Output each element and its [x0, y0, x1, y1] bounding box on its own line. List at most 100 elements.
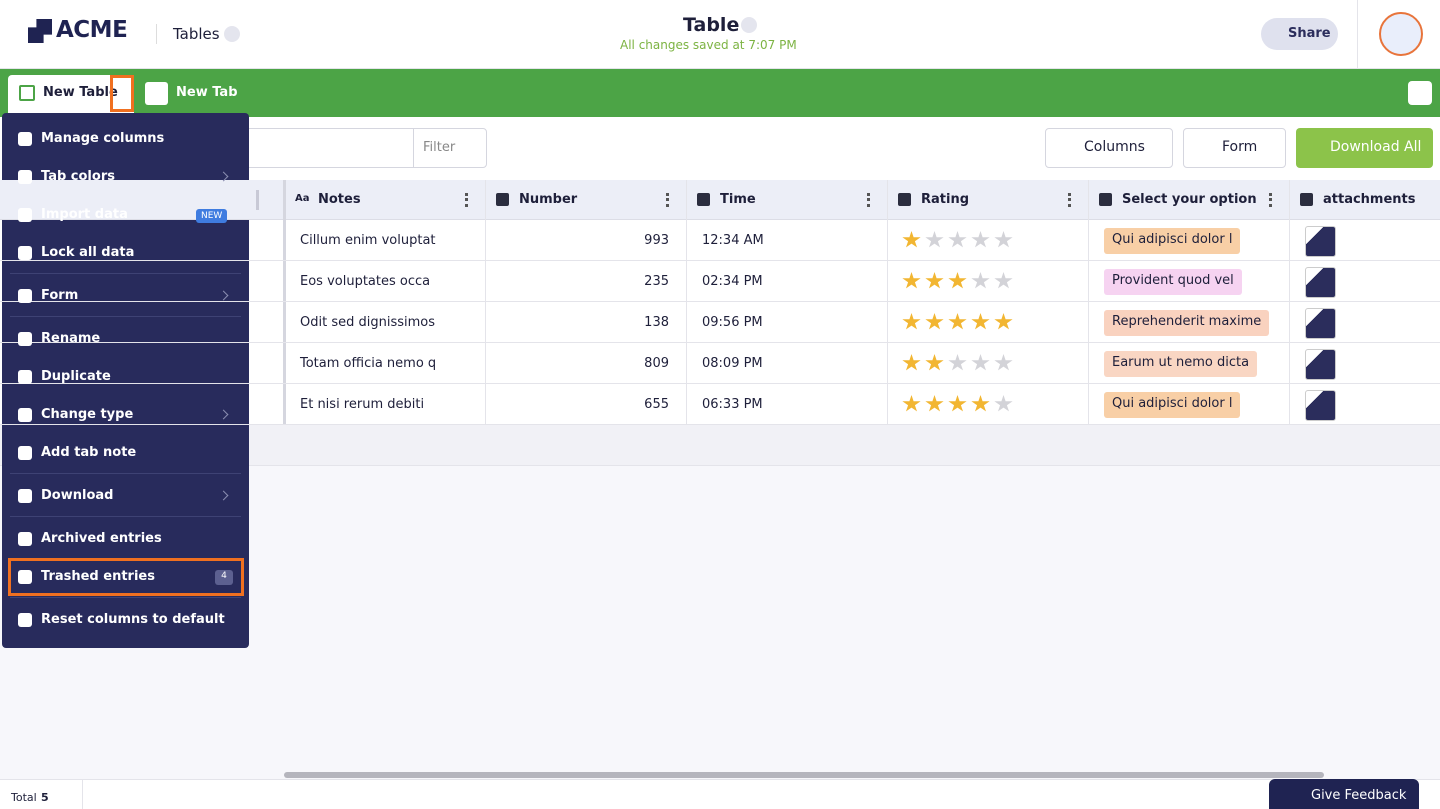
star[interactable] [902, 354, 921, 371]
column-menu[interactable] [1269, 193, 1272, 207]
cell-time: 08:09 PM [702, 356, 763, 371]
star[interactable] [925, 231, 944, 248]
column-icon [1099, 193, 1112, 206]
rating [902, 313, 1017, 333]
footer-divider [82, 779, 83, 809]
star[interactable] [902, 395, 921, 412]
menu-icon [18, 170, 32, 184]
star[interactable] [902, 272, 921, 289]
star[interactable] [925, 313, 944, 330]
column-menu[interactable] [1068, 193, 1071, 207]
menu-icon [18, 408, 32, 422]
attachment-thumb[interactable] [1305, 349, 1336, 380]
menu-item[interactable]: Reset columns to default [41, 612, 225, 627]
chevron[interactable] [741, 17, 757, 33]
column-header[interactable]: Select your option [1122, 192, 1257, 207]
star[interactable] [971, 272, 990, 289]
menu-item[interactable]: Manage columns [41, 131, 165, 146]
star[interactable] [902, 313, 921, 330]
columns-label[interactable]: Columns [1084, 139, 1145, 155]
download-label[interactable]: Download All [1330, 139, 1422, 155]
menu-item[interactable]: Form [41, 288, 79, 303]
star[interactable] [994, 231, 1013, 248]
star[interactable] [948, 395, 967, 412]
separator [1357, 0, 1358, 69]
form-label[interactable]: Form [1222, 139, 1258, 155]
avatar[interactable] [1379, 12, 1423, 56]
tab-label[interactable]: New Table [43, 85, 118, 100]
star[interactable] [925, 272, 944, 289]
star[interactable] [925, 354, 944, 371]
share-button[interactable] [1261, 18, 1338, 50]
cell-notes: Eos voluptates occa [300, 274, 431, 289]
star[interactable] [948, 354, 967, 371]
menu-item[interactable]: Lock all data [41, 245, 135, 260]
chevron[interactable] [224, 26, 240, 42]
column-menu [256, 190, 274, 210]
option-chip: Qui adipisci dolor l [1104, 392, 1241, 418]
tab-options[interactable] [110, 75, 134, 112]
menu-item[interactable]: Download [41, 488, 114, 503]
column-header[interactable]: Rating [921, 192, 970, 207]
page-title[interactable]: Table [683, 14, 740, 36]
search-input[interactable] [240, 128, 414, 168]
app-switcher[interactable]: Tables [173, 25, 220, 43]
column-menu[interactable] [666, 193, 669, 207]
menu-item[interactable]: Rename [41, 331, 101, 346]
tab-label[interactable]: New Tab [176, 85, 238, 100]
feedback-label[interactable]: Give Feedback [1311, 788, 1407, 803]
attachment-thumb[interactable] [1305, 226, 1336, 257]
logo: ACME [56, 17, 128, 43]
share-label[interactable]: Share [1288, 26, 1331, 41]
star[interactable] [971, 395, 990, 412]
star[interactable] [994, 313, 1013, 330]
download-button[interactable] [1296, 128, 1433, 168]
column-header[interactable]: Notes [318, 192, 361, 207]
row-border [0, 383, 1440, 384]
star[interactable] [994, 272, 1013, 289]
star[interactable] [994, 354, 1013, 371]
menu-divider [10, 597, 241, 598]
scrollbar[interactable] [284, 772, 1324, 778]
attachment-thumb[interactable] [1305, 308, 1336, 339]
menu-item[interactable]: Change type [41, 407, 134, 422]
column-header[interactable]: Time [720, 192, 756, 207]
column-border [686, 180, 687, 425]
star[interactable] [902, 231, 921, 248]
filter-button[interactable] [413, 128, 487, 168]
menu-icon [18, 532, 32, 546]
column-header[interactable]: attachments [1323, 192, 1416, 207]
option-chip: Provident quod vel [1104, 269, 1242, 295]
star[interactable] [925, 395, 944, 412]
filter-label[interactable]: Filter [423, 140, 456, 155]
attachment-thumb[interactable] [1305, 267, 1336, 298]
feedback-button[interactable] [1269, 779, 1419, 809]
star[interactable] [971, 313, 990, 330]
menu-divider [10, 273, 241, 274]
add-icon[interactable] [145, 82, 168, 105]
star[interactable] [971, 231, 990, 248]
star[interactable] [948, 272, 967, 289]
columns-button[interactable] [1045, 128, 1173, 168]
star[interactable] [994, 395, 1013, 412]
menu-toggle[interactable] [1408, 81, 1432, 105]
star[interactable] [948, 313, 967, 330]
menu-item[interactable]: Tab colors [41, 169, 115, 184]
total-label: Total [11, 791, 37, 804]
menu-item[interactable]: Add tab note [41, 445, 137, 460]
menu-item[interactable]: Duplicate [41, 369, 111, 384]
column-menu[interactable] [867, 193, 870, 207]
menu-item[interactable]: Import data [41, 207, 128, 222]
option-chip: Qui adipisci dolor l [1104, 228, 1241, 254]
star[interactable] [948, 231, 967, 248]
menu-item[interactable]: Trashed entries [41, 569, 155, 584]
menu-icon [18, 570, 32, 584]
column-header[interactable]: Number [519, 192, 578, 207]
menu-item[interactable]: Archived entries [41, 531, 162, 546]
attachment-thumb[interactable] [1305, 390, 1336, 421]
form-button[interactable] [1183, 128, 1286, 168]
header [0, 0, 1440, 69]
column-menu[interactable] [465, 193, 468, 207]
column-border [485, 180, 486, 425]
star[interactable] [971, 354, 990, 371]
